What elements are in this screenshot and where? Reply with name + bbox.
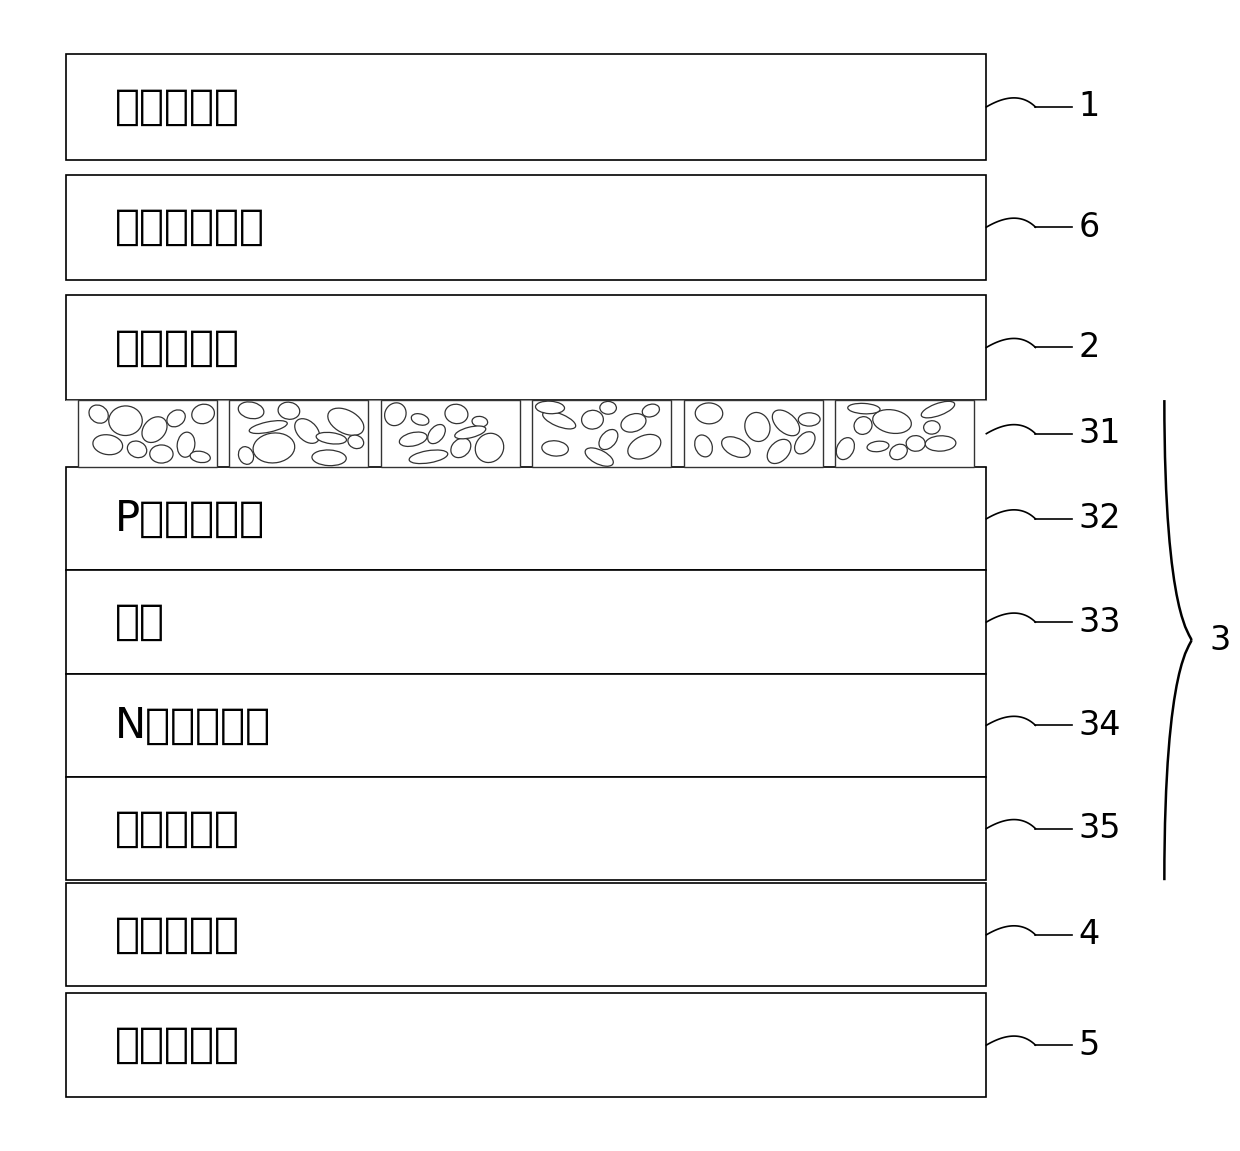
Ellipse shape: [890, 444, 908, 459]
Text: 上封装胶膜: 上封装胶膜: [114, 327, 239, 368]
Ellipse shape: [536, 402, 564, 413]
Ellipse shape: [867, 441, 889, 451]
Bar: [66, 993, 986, 1097]
Ellipse shape: [694, 435, 713, 457]
Ellipse shape: [192, 404, 215, 424]
Ellipse shape: [177, 432, 195, 457]
Text: 4: 4: [1079, 918, 1100, 952]
Ellipse shape: [745, 412, 770, 442]
Ellipse shape: [167, 410, 185, 427]
Ellipse shape: [445, 404, 467, 424]
Ellipse shape: [582, 410, 604, 429]
Ellipse shape: [327, 409, 363, 435]
Ellipse shape: [722, 436, 750, 457]
Bar: [381, 401, 520, 467]
Ellipse shape: [109, 406, 143, 435]
Text: 背面电极层: 背面电极层: [114, 808, 239, 849]
Text: 6: 6: [1079, 211, 1100, 244]
Ellipse shape: [384, 403, 405, 426]
Ellipse shape: [348, 435, 363, 449]
Ellipse shape: [451, 439, 471, 458]
Bar: [66, 883, 986, 986]
Text: N型半导体层: N型半导体层: [114, 704, 270, 746]
Ellipse shape: [278, 402, 300, 419]
Ellipse shape: [238, 447, 254, 464]
Text: 硅片: 硅片: [114, 601, 165, 643]
Ellipse shape: [399, 432, 427, 447]
Ellipse shape: [621, 413, 646, 432]
Ellipse shape: [925, 436, 956, 451]
Ellipse shape: [475, 433, 503, 463]
Ellipse shape: [600, 402, 616, 414]
Ellipse shape: [238, 402, 264, 419]
Ellipse shape: [773, 410, 800, 436]
Ellipse shape: [543, 411, 575, 429]
Bar: [66, 777, 986, 881]
Text: P型半导体层: P型半导体层: [114, 498, 265, 540]
Bar: [66, 175, 986, 280]
Ellipse shape: [585, 448, 614, 466]
Bar: [835, 401, 975, 467]
Bar: [78, 401, 217, 467]
Text: 上封装玻璃: 上封装玻璃: [114, 86, 239, 128]
Ellipse shape: [627, 434, 661, 459]
Text: 31: 31: [1079, 417, 1121, 450]
Text: 35: 35: [1079, 813, 1121, 845]
Ellipse shape: [799, 413, 820, 426]
Ellipse shape: [312, 450, 346, 466]
Ellipse shape: [848, 403, 880, 414]
Bar: [532, 401, 671, 467]
Text: 2: 2: [1079, 331, 1100, 364]
Text: 34: 34: [1079, 709, 1121, 742]
Ellipse shape: [542, 441, 568, 456]
Ellipse shape: [409, 450, 448, 464]
Ellipse shape: [599, 429, 618, 450]
Text: 5: 5: [1079, 1029, 1100, 1061]
Text: 下封装胶膜: 下封装胶膜: [114, 914, 239, 955]
Ellipse shape: [190, 451, 211, 463]
Ellipse shape: [89, 405, 108, 424]
Ellipse shape: [150, 445, 174, 463]
Ellipse shape: [93, 435, 123, 455]
Ellipse shape: [873, 410, 911, 434]
Ellipse shape: [141, 417, 167, 442]
Ellipse shape: [921, 402, 955, 418]
Text: 32: 32: [1079, 502, 1121, 535]
Text: 1: 1: [1079, 91, 1100, 123]
Bar: [66, 467, 986, 571]
Bar: [683, 401, 822, 467]
Ellipse shape: [412, 413, 429, 425]
Ellipse shape: [642, 404, 660, 417]
Ellipse shape: [906, 435, 925, 451]
Ellipse shape: [924, 421, 940, 434]
Text: 下封装玻璃: 下封装玻璃: [114, 1024, 239, 1066]
Ellipse shape: [472, 417, 487, 427]
Ellipse shape: [795, 432, 815, 453]
Ellipse shape: [428, 425, 445, 443]
Ellipse shape: [295, 419, 320, 443]
Text: 量子剪裁涂层: 量子剪裁涂层: [114, 206, 264, 249]
Bar: [66, 54, 986, 160]
Ellipse shape: [316, 433, 346, 444]
Text: 3: 3: [1210, 624, 1231, 657]
Bar: [66, 295, 986, 401]
Bar: [229, 401, 368, 467]
Bar: [66, 673, 986, 777]
Bar: [66, 571, 986, 673]
Ellipse shape: [128, 441, 146, 458]
Ellipse shape: [253, 433, 295, 463]
Ellipse shape: [768, 440, 791, 464]
Text: 33: 33: [1079, 605, 1121, 639]
Ellipse shape: [696, 403, 723, 424]
Ellipse shape: [836, 437, 854, 459]
Ellipse shape: [249, 420, 288, 434]
Ellipse shape: [854, 417, 872, 434]
Ellipse shape: [455, 426, 486, 439]
